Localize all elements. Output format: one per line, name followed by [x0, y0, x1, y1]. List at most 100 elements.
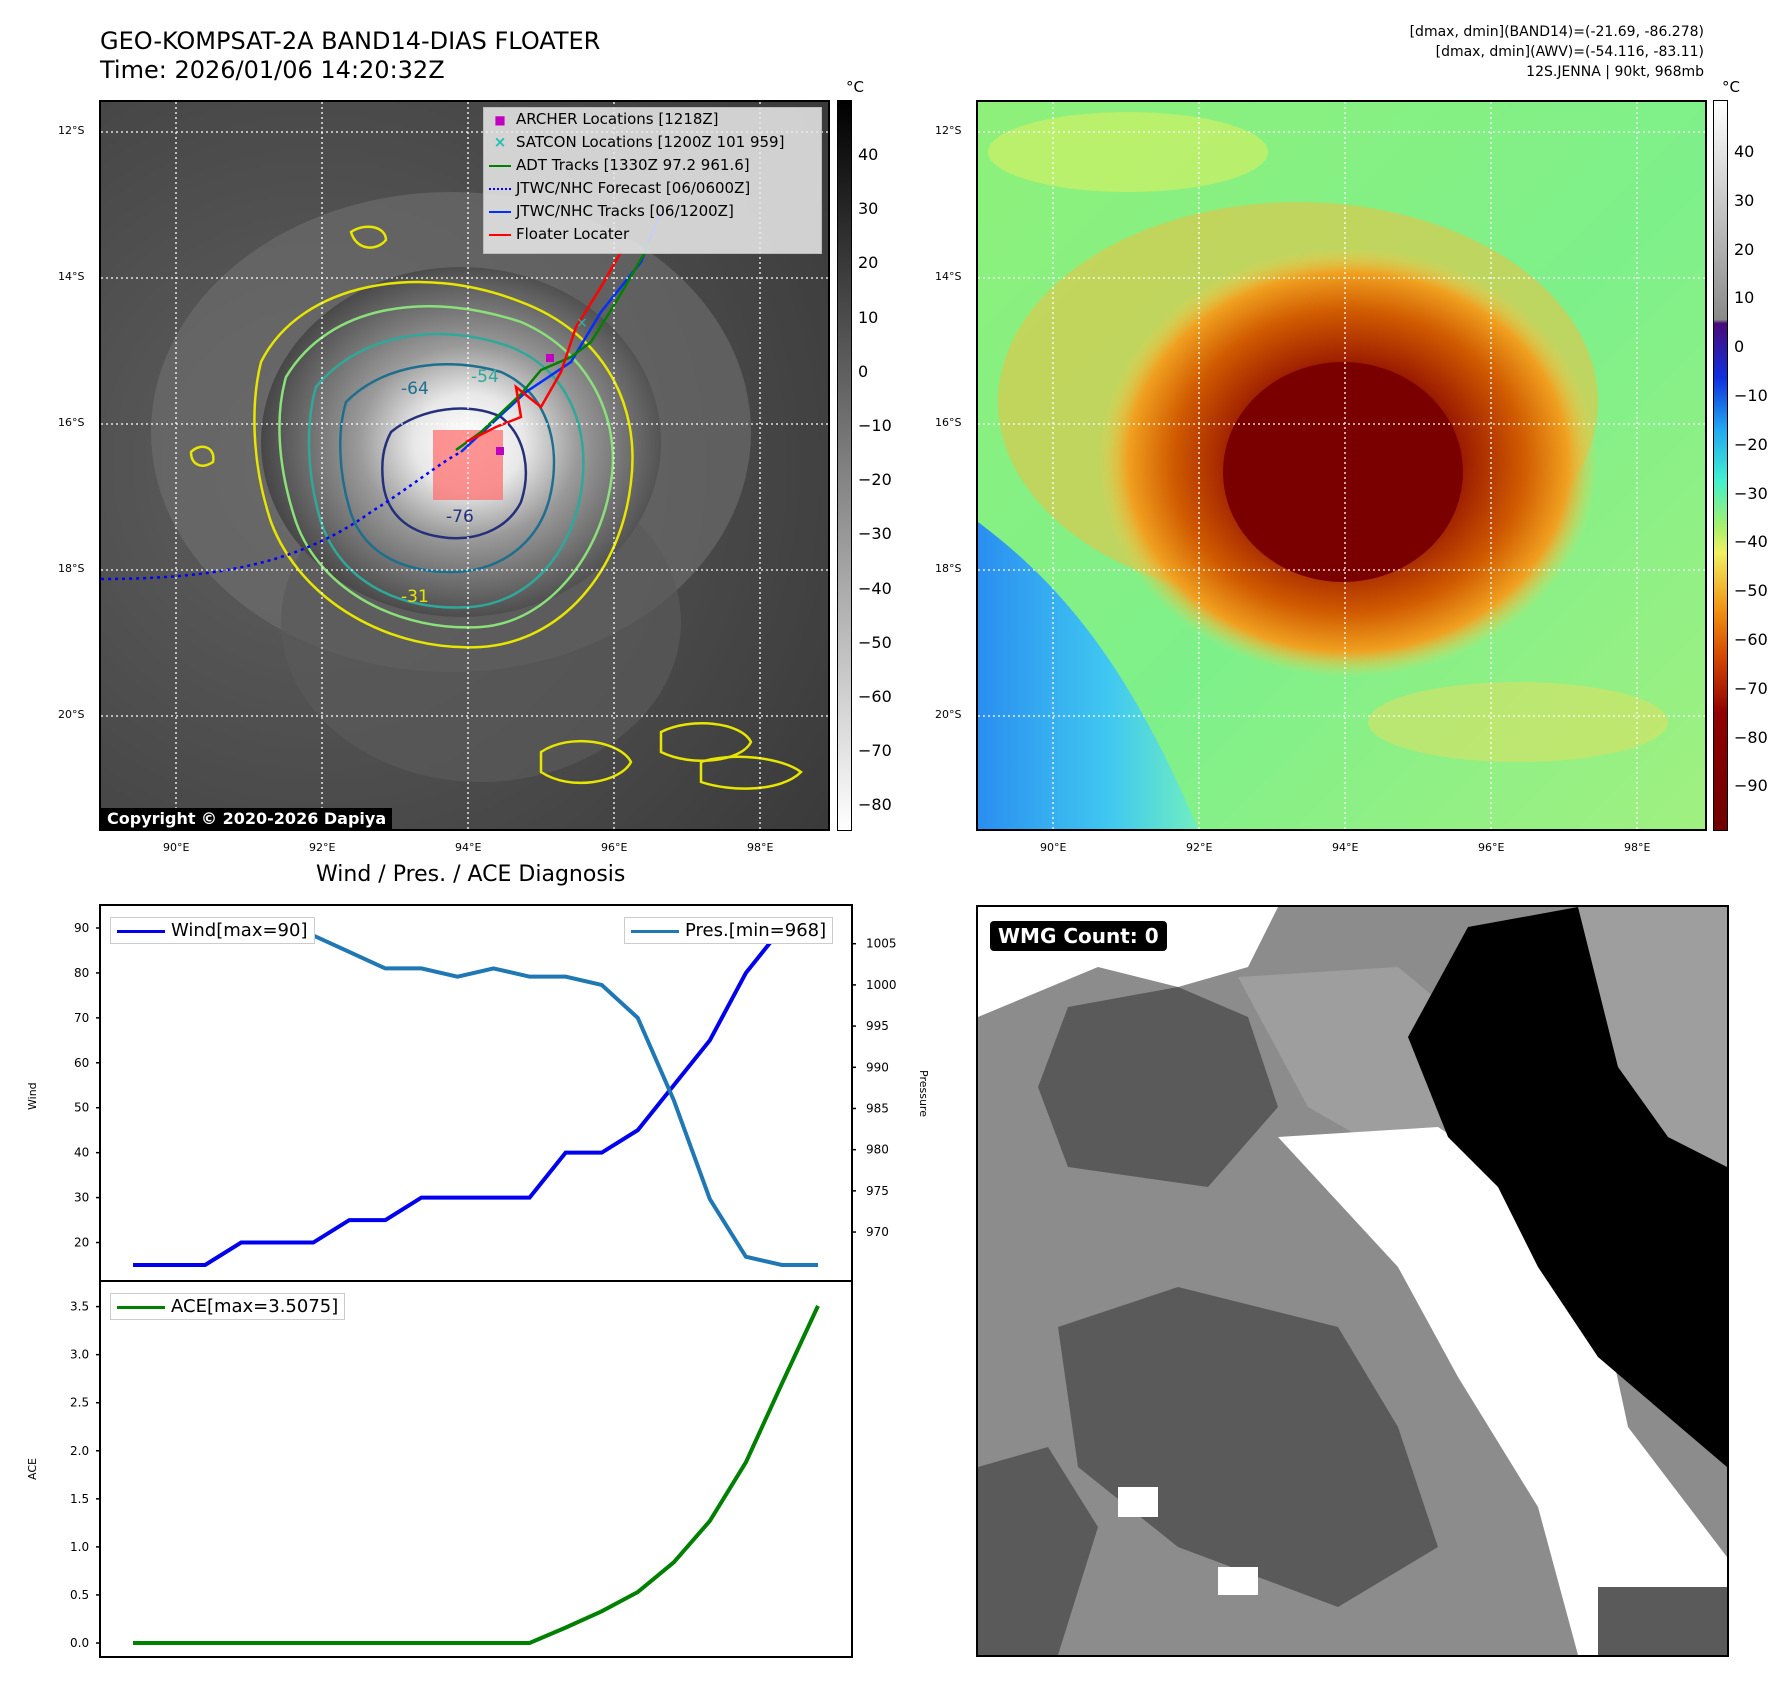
pres-legend: Pres.[min=968] — [624, 917, 834, 944]
wind-tick-label: 40 — [74, 1146, 89, 1160]
colorbar-tick-label: 30 — [1734, 190, 1755, 210]
lat-label: 18°S — [935, 562, 962, 575]
lat-label: 20°S — [935, 708, 962, 721]
lat-label: 16°S — [58, 416, 85, 429]
colorbar-tick-label: −20 — [1734, 434, 1768, 454]
colorbar-right — [1713, 100, 1728, 831]
ace-ticks: 3.5 3.0 2.5 2.0 1.5 1.0 0.5 0.0 — [70, 1300, 100, 1650]
colorbar-left — [837, 100, 852, 831]
chart-title: GEO-KOMPSAT-2A BAND14-DIAS FLOATER — [100, 27, 601, 55]
colorbar-tick-label: −50 — [858, 632, 892, 652]
pressure-series-line — [133, 925, 818, 1267]
ace-tick-label: 1.0 — [70, 1540, 89, 1554]
ace-tick-label: 3.5 — [70, 1300, 89, 1314]
colorbar-tick-label: −90 — [1734, 776, 1768, 796]
wind-legend-label: Wind[max=90] — [171, 920, 308, 941]
pres-legend-label: Pres.[min=968] — [685, 920, 827, 941]
adt-track-line — [455, 241, 653, 452]
colorbar-tick-label: −60 — [858, 687, 892, 706]
color-ir-grid — [978, 102, 1705, 829]
copyright-badge: Copyright © 2020-2026 Dapiya — [101, 808, 393, 829]
dotted-line-icon — [489, 187, 511, 190]
wmg-svg — [978, 907, 1727, 1655]
legend-label: ADT Tracks [1330Z 97.2 961.6] — [516, 156, 750, 174]
lon-label: 90°E — [1040, 841, 1067, 854]
pres-tick-label: 995 — [866, 1019, 889, 1033]
wind-tick-label: 90 — [74, 921, 89, 935]
info-block: [dmax, dmin](BAND14)=(-21.69, -86.278) [… — [1410, 22, 1704, 82]
colorbar-tick-label: 40 — [1734, 142, 1755, 161]
x-marker-icon: × — [493, 133, 507, 151]
map-legend: ■ ARCHER Locations [1218Z] × SATCON Locati… — [483, 107, 822, 254]
satcon-marker: × — [576, 315, 588, 331]
contour-cell — [659, 722, 753, 762]
ace-legend: ACE[max=3.5075] — [110, 1293, 346, 1320]
contour-label: -54 — [471, 367, 499, 387]
colorbar-tick-label: −80 — [858, 795, 892, 815]
legend-label: JTWC/NHC Tracks [06/1200Z] — [516, 202, 734, 220]
line-dot-icon — [489, 210, 511, 213]
lat-label: 14°S — [58, 270, 85, 283]
ace-tick-label: 1.5 — [70, 1492, 89, 1506]
wind-tick-label: 20 — [74, 1236, 89, 1250]
lat-label: 12°S — [935, 124, 962, 137]
contour-cell — [699, 755, 803, 790]
floater-track-line — [465, 251, 623, 444]
chart-time: Time: 2026/01/06 14:20:32Z — [100, 56, 445, 84]
wind-legend: Wind[max=90] — [110, 917, 315, 944]
colorbar-tick-label: 20 — [858, 253, 879, 273]
pres-tick-label: 970 — [866, 1225, 889, 1239]
wmg-dark-corner — [978, 1447, 1098, 1655]
ir-map-svg: -54 -64 -76 -31 × — [101, 102, 828, 829]
wmg-white-patch — [1118, 1487, 1158, 1517]
colorbar-tick-label: −70 — [1734, 678, 1768, 698]
wmg-dark-lower — [1058, 1287, 1438, 1607]
legend-item-forecast: JTWC/NHC Forecast [06/0600Z] — [484, 177, 821, 200]
contour-minus64 — [339, 363, 556, 574]
contour-label: -31 — [401, 587, 429, 607]
wind-tick-label: 50 — [74, 1101, 89, 1115]
wind-line-icon — [117, 929, 165, 933]
wmg-white-band — [1278, 1127, 1727, 1655]
contour-label: -64 — [401, 379, 429, 399]
legend-item-archer: ■ ARCHER Locations [1218Z] — [484, 108, 821, 131]
colorbar-right-unit: °C — [1722, 78, 1740, 96]
contour-minus45 — [278, 305, 615, 629]
info-line-awv: [dmax, dmin](AWV)=(-54.116, -83.11) — [1435, 44, 1704, 60]
colorbar-tick-label: −20 — [858, 470, 892, 490]
wind-pres-frame — [99, 904, 853, 1282]
wind-tick-label: 80 — [74, 966, 89, 980]
lon-label: 92°E — [309, 841, 336, 854]
wind-ticks: 90 80 70 60 50 40 30 20 — [74, 921, 100, 1250]
ace-tick-label: 0.0 — [70, 1636, 89, 1650]
contour-label: -76 — [446, 507, 474, 527]
pres-tick-label: 1000 — [866, 978, 897, 992]
colorbar-tick-label: −60 — [1734, 630, 1768, 649]
line-marker-icon — [489, 164, 511, 167]
colorbar-tick-label: 30 — [858, 199, 879, 219]
colorbar-tick-label: 10 — [858, 307, 879, 327]
colorbar-tick-label: −30 — [858, 524, 892, 544]
lon-label: 96°E — [1478, 841, 1505, 854]
colorbar-tick-label: −40 — [1734, 532, 1768, 552]
wmg-panel: WMG Count: 0 — [976, 905, 1729, 1657]
pres-tick-label: 990 — [866, 1060, 889, 1074]
lat-label: 18°S — [58, 562, 85, 575]
legend-label: Floater Locater — [516, 225, 630, 243]
contour-minus76 — [381, 407, 528, 540]
colorbar-tick-label: 40 — [858, 145, 879, 164]
lon-label: 94°E — [1332, 841, 1359, 854]
clear-sky-region — [978, 522, 1198, 829]
wmg-dark-region — [1038, 987, 1278, 1187]
legend-item-floater: Floater Locater — [484, 223, 821, 246]
ace-line-icon — [117, 1305, 165, 1309]
lon-label: 98°E — [747, 841, 774, 854]
legend-label: ARCHER Locations [1218Z] — [516, 110, 719, 128]
lon-label: 92°E — [1186, 841, 1213, 854]
color-ir-svg — [978, 102, 1705, 829]
wind-tick-label: 30 — [74, 1191, 89, 1205]
colorbar-tick-label: 20 — [1734, 239, 1755, 259]
wmg-count-badge: WMG Count: 0 — [990, 921, 1167, 951]
wmg-white-patch — [1218, 1567, 1258, 1595]
ace-frame — [99, 1280, 853, 1658]
